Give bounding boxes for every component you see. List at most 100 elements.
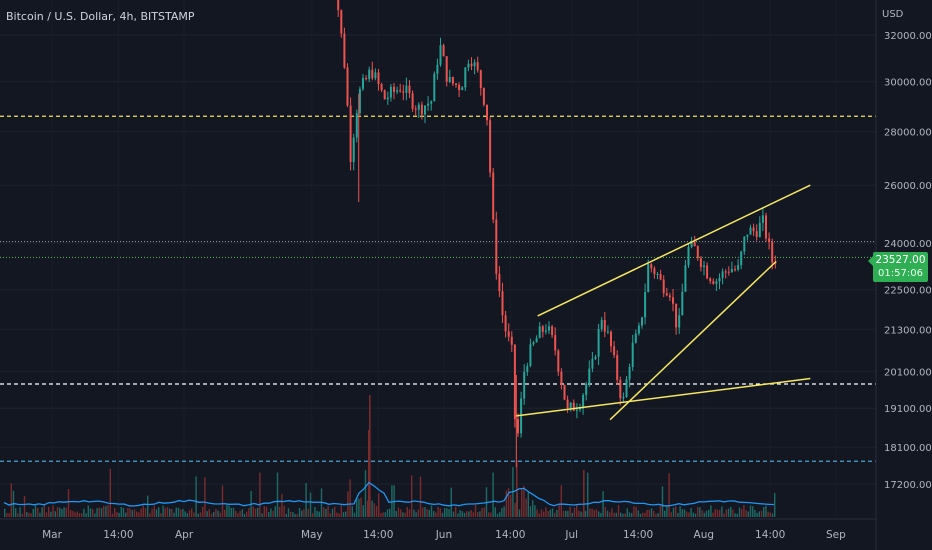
candles	[337, 0, 777, 468]
candle-body	[718, 277, 721, 282]
grid	[0, 34, 876, 485]
volume-bar	[380, 513, 382, 517]
volume-bar	[743, 505, 745, 517]
volume-bar	[96, 508, 98, 517]
volume-bar	[466, 511, 468, 517]
volume-bar	[448, 509, 450, 517]
volume-bar	[670, 512, 672, 517]
volume-bar	[752, 506, 754, 517]
volume-bar	[39, 512, 41, 517]
volume-bar	[540, 509, 543, 517]
volume-bar	[677, 512, 679, 517]
volume-bar	[193, 512, 195, 517]
volume-bar	[492, 472, 494, 517]
horizontal-lines	[0, 115, 876, 462]
volume-bar	[63, 507, 65, 517]
volume-bar	[699, 507, 701, 517]
candle-body	[389, 86, 392, 98]
volume-bar	[472, 512, 474, 517]
volume-bar	[598, 511, 600, 517]
volume-bar	[129, 508, 131, 517]
volume-bar	[521, 488, 523, 517]
volume-bar	[358, 498, 360, 517]
volume-bar	[243, 513, 246, 517]
volume-bar	[494, 507, 496, 517]
volume-bar	[92, 509, 94, 517]
volume-bar	[562, 510, 565, 517]
volume-bar	[595, 509, 598, 517]
volume-bar	[758, 511, 760, 517]
candle-body	[603, 319, 606, 332]
volume-bar	[716, 509, 719, 517]
volume-bar	[565, 510, 567, 517]
volume-bar	[593, 510, 595, 517]
volume-bar	[631, 513, 633, 517]
candle-body	[399, 90, 402, 92]
candle-body	[588, 368, 591, 384]
volume-bar	[305, 482, 307, 517]
volume-bar	[34, 505, 37, 517]
volume-bar	[732, 509, 734, 517]
volume-bar	[118, 512, 120, 517]
current-price-label: 23527.00	[875, 254, 926, 266]
volume-bar	[760, 510, 763, 517]
volume-bar	[538, 513, 540, 517]
candle-body	[690, 241, 693, 248]
candle-body	[455, 83, 457, 85]
volume-bar	[87, 505, 89, 517]
volume-bar	[536, 509, 538, 517]
volume-bar	[345, 511, 347, 517]
candle-body	[467, 63, 470, 68]
volume-bar	[415, 512, 417, 517]
volume-bar	[37, 508, 39, 517]
time-tick-label: Mar	[42, 529, 62, 541]
volume-bar	[437, 506, 439, 517]
volume-bar	[463, 512, 466, 517]
volume-bar	[604, 506, 606, 517]
volume-bar	[606, 510, 609, 517]
volume-bar	[197, 513, 199, 517]
volume-bar	[199, 512, 202, 517]
candle-body	[761, 215, 764, 223]
candle-body	[594, 356, 597, 359]
volume-bar	[111, 513, 114, 517]
volume-bar	[657, 513, 659, 517]
volume-bar	[160, 513, 162, 517]
candle-body	[768, 238, 771, 242]
price-tick-label: 28000.00	[884, 128, 932, 139]
volume-bar	[334, 506, 336, 517]
volume-bar	[738, 507, 741, 517]
candle-body	[442, 45, 445, 57]
volume-bar	[15, 508, 17, 517]
volume-bar	[408, 509, 411, 517]
volume-bar	[226, 505, 228, 517]
candle-body	[606, 331, 609, 333]
candle-body	[408, 85, 411, 94]
candle-body	[659, 274, 662, 280]
volume-bar	[316, 510, 318, 517]
volume-bar	[298, 507, 301, 517]
volume-bar	[265, 506, 268, 517]
volume-bar	[228, 505, 230, 517]
candle-body	[340, 10, 343, 34]
candle-body	[662, 279, 665, 294]
time-tick-label: 14:00	[363, 529, 393, 541]
candle-body	[715, 281, 718, 284]
volume-bar	[279, 506, 281, 517]
candle-body	[526, 365, 529, 372]
candle-body	[600, 319, 603, 330]
volume-bar	[219, 512, 221, 517]
volume-bar	[290, 511, 292, 517]
volume-bar	[131, 510, 133, 517]
time-axis[interactable]: Mar 14:00 Apr May 14:00 Jun 14:00 Jul 14:00 Aug 14…	[42, 529, 846, 541]
candle-body	[755, 231, 758, 237]
volume-bar	[455, 506, 457, 517]
volume-bar	[573, 507, 576, 517]
price-axis[interactable]: 32000.00 30000.00 28000.00 26000.00 24000.00…	[884, 31, 932, 491]
volume-bar	[626, 508, 628, 517]
volume-bar	[613, 512, 615, 517]
volume-bar	[646, 509, 648, 517]
volume-bar	[633, 506, 635, 517]
volume-bar	[375, 506, 378, 517]
